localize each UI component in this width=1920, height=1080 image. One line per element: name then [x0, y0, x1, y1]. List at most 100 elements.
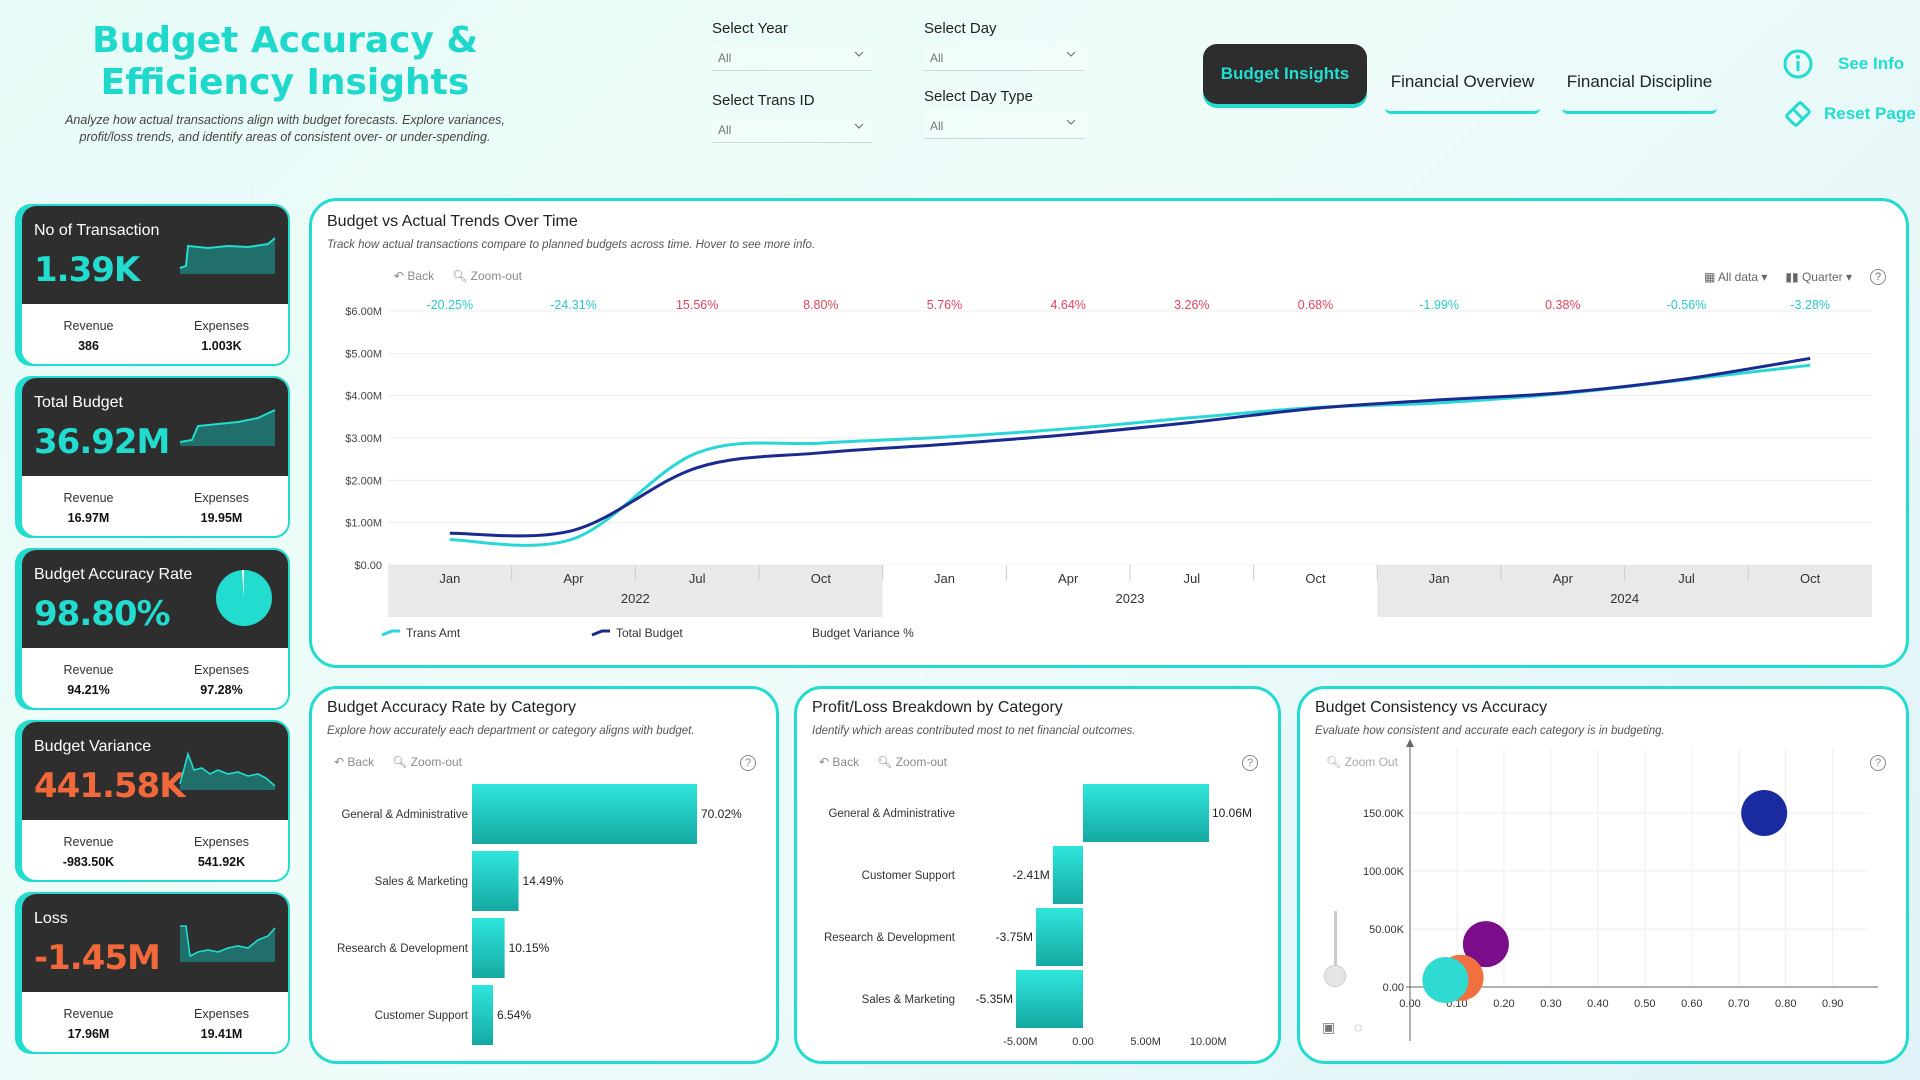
bar[interactable]: [472, 918, 505, 978]
page-subtitle: Analyze how actual transactions align wi…: [65, 113, 505, 144]
y-tick-label: $5.00M: [345, 348, 382, 360]
accuracy-chart[interactable]: General & Administrative 70.02% Sales & Ma…: [312, 689, 776, 1061]
zoom-out-button[interactable]: 🔍︎ Zoom-out: [877, 755, 948, 769]
trans-id-slicer[interactable]: Select Trans ID All: [712, 92, 872, 143]
data-label: -2.41M: [1012, 868, 1049, 882]
day-slicer[interactable]: Select Day All: [924, 20, 1084, 71]
back-button[interactable]: ↶ Back: [394, 269, 435, 283]
consistency-title: Budget Consistency vs Accuracy: [1315, 699, 1548, 716]
x-tick-label: Jan: [1429, 571, 1450, 586]
series-line[interactable]: [449, 363, 1811, 547]
bar[interactable]: [1015, 970, 1083, 1028]
category-label: Sales & Marketing: [862, 994, 955, 1006]
help-icon[interactable]: ?: [1870, 755, 1886, 771]
eraser-icon: [1785, 101, 1811, 127]
page-title: Budget Accuracy & Efficiency Insights: [92, 20, 478, 103]
back-button[interactable]: ↶ Back: [334, 755, 375, 769]
category-label: Customer Support: [862, 870, 956, 882]
tab-budget-insights[interactable]: Budget Insights: [1203, 44, 1367, 104]
see-info-button[interactable]: See Info: [1782, 48, 1904, 80]
trend-chart[interactable]: $0.00 $1.00M $2.00M $3.00M $4.00M $5.00M $6.00…: [312, 201, 1906, 665]
kpi-card-budget-variance: Budget Variance 441.58K Revenue -983.50K …: [20, 720, 290, 882]
variance-label: 8.80%: [803, 298, 838, 312]
zoom-out-button[interactable]: 🔍︎ Zoom-out: [392, 755, 463, 769]
x-tick-label: -5.00M: [1003, 1036, 1037, 1048]
tab-financial-discipline[interactable]: Financial Discipline: [1562, 52, 1717, 114]
x-tick-label: Oct: [1305, 571, 1326, 586]
help-icon[interactable]: ?: [740, 755, 756, 771]
chevron-down-icon: [854, 51, 864, 57]
data-label: 14.49%: [523, 874, 564, 888]
camera-icon[interactable]: ▣: [1322, 1019, 1336, 1035]
all-data-dropdown[interactable]: ▦ All data ▾: [1704, 270, 1768, 284]
bar[interactable]: [472, 784, 697, 844]
chevron-down-icon: [1066, 119, 1076, 125]
scatter-point[interactable]: [1741, 790, 1788, 836]
bar[interactable]: [1036, 908, 1083, 966]
y-tick-label: 150.00K: [1363, 808, 1405, 820]
reset-page-label: Reset Page: [1824, 104, 1916, 123]
bar[interactable]: [472, 851, 519, 911]
kpi-card-accuracy-rate: Budget Accuracy Rate 98.80% Revenue 94.21…: [20, 548, 290, 710]
kpi-expenses-value: 19.95M: [200, 511, 243, 525]
trans-id-dropdown[interactable]: All: [712, 115, 872, 143]
year-dropdown[interactable]: All: [712, 43, 872, 71]
trend-title: Budget vs Actual Trends Over Time: [327, 213, 578, 230]
consistency-panel: Budget Consistency vs Accuracy Evaluate …: [1297, 686, 1909, 1064]
day-dropdown[interactable]: All: [924, 43, 1084, 71]
variance-label: 0.68%: [1298, 298, 1333, 312]
profit-subtitle: Identify which areas contributed most to…: [812, 725, 1136, 737]
variance-label: 4.64%: [1050, 298, 1085, 312]
zoom-out-button[interactable]: 🔍︎ Zoom Out: [1326, 755, 1398, 769]
day-type-dropdown[interactable]: All: [924, 111, 1084, 139]
x-group-label: 2022: [621, 591, 650, 606]
kpi-card-transactions: No of Transaction 1.39K Revenue 386 Expen…: [20, 204, 290, 366]
day-type-slicer-label: Select Day Type: [924, 88, 1033, 105]
consistency-chart[interactable]: 0.00 0.10 0.20 0.30 0.40 0.50 0.60 0.70 0.80 0.90…: [1300, 689, 1906, 1061]
kpi-revenue-value: 386: [78, 339, 99, 353]
axis-arrow: [1406, 739, 1414, 747]
scatter-point[interactable]: [1462, 921, 1509, 968]
bar[interactable]: [1052, 846, 1083, 904]
legend-swatch: [591, 629, 610, 637]
kpi-card-loss: Loss -1.45M Revenue 17.96M Expenses 19.41M: [20, 892, 290, 1054]
x-tick-label: 0.70: [1728, 998, 1749, 1010]
category-label: Sales & Marketing: [375, 876, 468, 888]
y-tick-label: $4.00M: [345, 391, 382, 403]
trans-id-slicer-label: Select Trans ID: [712, 92, 815, 109]
day-type-slicer[interactable]: Select Day Type All: [924, 88, 1084, 139]
kpi-expenses-label: Expenses: [194, 1007, 249, 1021]
sparkline: [179, 751, 276, 790]
sparkline: [179, 237, 276, 274]
zoom-icon: 🔍︎: [392, 755, 408, 769]
series-line[interactable]: [449, 356, 1811, 538]
back-button[interactable]: ↶ Back: [819, 755, 860, 769]
kpi-revenue-value: 17.96M: [67, 1027, 110, 1041]
lasso-icon[interactable]: ◌: [1354, 1019, 1363, 1035]
year-slicer[interactable]: Select Year All: [712, 20, 872, 71]
y-tick-label: $3.00M: [345, 433, 382, 445]
zoom-slider-handle[interactable]: [1324, 965, 1346, 987]
bar[interactable]: [472, 985, 494, 1045]
zoom-out-button[interactable]: 🔍︎ Zoom-out: [452, 269, 523, 283]
quarter-dropdown[interactable]: ▮▮ Quarter ▾: [1785, 270, 1852, 284]
x-tick-label: 0.40: [1587, 998, 1608, 1010]
bar[interactable]: [1083, 784, 1209, 842]
kpi-value: 1.39K: [34, 250, 140, 290]
kpi-value: 36.92M: [34, 422, 170, 462]
data-label: 6.54%: [497, 1008, 531, 1022]
zoom-slider-track[interactable]: [1334, 911, 1337, 981]
x-tick-label: 0.60: [1681, 998, 1702, 1010]
tab-financial-overview[interactable]: Financial Overview: [1385, 52, 1540, 114]
scatter-point[interactable]: [1422, 957, 1469, 1004]
variance-label: 5.76%: [927, 298, 962, 312]
x-tick-label: 0.80: [1775, 998, 1796, 1010]
kpi-value: 98.80%: [34, 594, 171, 634]
profit-chart[interactable]: General & Administrative 10.06M Customer S…: [797, 689, 1278, 1061]
variance-label: 15.56%: [676, 298, 718, 312]
category-label: General & Administrative: [341, 809, 468, 821]
help-icon[interactable]: ?: [1870, 269, 1886, 285]
x-group-label: 2024: [1610, 591, 1639, 606]
help-icon[interactable]: ?: [1242, 755, 1258, 771]
reset-page-button[interactable]: Reset Page: [1782, 98, 1916, 130]
